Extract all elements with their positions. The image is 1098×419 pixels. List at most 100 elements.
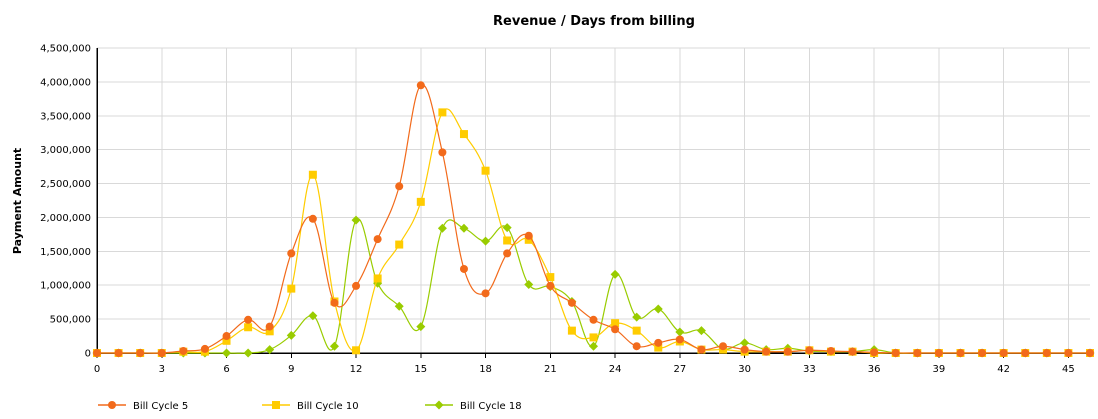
data-point[interactable] xyxy=(351,215,361,225)
data-point[interactable] xyxy=(675,327,685,337)
data-point[interactable] xyxy=(1064,349,1073,357)
data-point[interactable] xyxy=(179,346,188,355)
data-point[interactable] xyxy=(891,349,900,357)
data-point[interactable] xyxy=(308,214,317,223)
x-tick-label: 33 xyxy=(803,364,816,375)
data-point[interactable] xyxy=(589,341,598,351)
series-line xyxy=(97,218,1090,354)
data-point[interactable] xyxy=(244,323,253,332)
data-point[interactable] xyxy=(459,223,469,233)
data-point[interactable] xyxy=(395,240,404,249)
data-point[interactable] xyxy=(524,231,533,240)
axes xyxy=(96,48,1090,358)
data-point[interactable] xyxy=(287,284,296,293)
data-point[interactable] xyxy=(567,326,576,335)
data-point[interactable] xyxy=(805,346,814,355)
data-point[interactable] xyxy=(696,326,706,336)
data-point[interactable] xyxy=(762,347,771,356)
data-point[interactable] xyxy=(546,281,555,290)
data-point[interactable] xyxy=(632,326,641,335)
data-point[interactable] xyxy=(546,273,555,282)
data-point[interactable] xyxy=(611,325,620,334)
data-point[interactable] xyxy=(934,349,943,357)
data-point[interactable] xyxy=(416,322,426,332)
data-point[interactable] xyxy=(956,349,965,357)
data-point[interactable] xyxy=(437,223,447,233)
legend-marker xyxy=(434,400,444,410)
data-point[interactable] xyxy=(93,349,101,357)
data-point[interactable] xyxy=(481,289,490,298)
data-point[interactable] xyxy=(308,311,318,321)
grid xyxy=(96,47,1090,353)
data-point[interactable] xyxy=(330,298,339,307)
data-point[interactable] xyxy=(783,347,792,356)
data-point[interactable] xyxy=(438,108,447,117)
data-point[interactable] xyxy=(740,345,749,354)
data-point[interactable] xyxy=(265,345,275,355)
data-point[interactable] xyxy=(1042,349,1051,357)
data-point[interactable] xyxy=(286,330,296,340)
data-point[interactable] xyxy=(1086,349,1094,357)
data-point[interactable] xyxy=(848,347,857,356)
data-point[interactable] xyxy=(222,348,232,358)
legend-item[interactable]: Bill Cycle 18 xyxy=(425,400,522,413)
data-point[interactable] xyxy=(287,249,296,258)
data-point[interactable] xyxy=(394,301,404,311)
data-point[interactable] xyxy=(329,341,339,351)
data-point[interactable] xyxy=(373,235,382,244)
data-point[interactable] xyxy=(136,349,145,357)
data-point[interactable] xyxy=(459,264,468,273)
legend-item[interactable]: Bill Cycle 10 xyxy=(262,401,359,412)
data-point[interactable] xyxy=(653,304,663,314)
data-point[interactable] xyxy=(1021,349,1030,357)
y-axis-label: Payment Amount xyxy=(11,148,24,254)
data-point[interactable] xyxy=(567,298,576,307)
data-point[interactable] xyxy=(395,182,404,191)
data-point[interactable] xyxy=(654,338,663,347)
data-point[interactable] xyxy=(719,342,728,351)
legend-item[interactable]: Bill Cycle 5 xyxy=(98,401,188,412)
data-point[interactable] xyxy=(502,223,512,233)
data-point[interactable] xyxy=(999,349,1008,357)
legend: Bill Cycle 5 Bill Cycle 10 Bill Cycle 18 xyxy=(98,400,522,413)
y-tick-label: 1,500,000 xyxy=(40,247,91,258)
data-point[interactable] xyxy=(740,338,750,348)
data-point[interactable] xyxy=(589,315,598,324)
data-point[interactable] xyxy=(654,343,663,352)
data-point[interactable] xyxy=(352,281,361,290)
data-point[interactable] xyxy=(913,349,922,357)
data-point[interactable] xyxy=(200,344,209,353)
data-point[interactable] xyxy=(265,327,274,336)
data-point[interactable] xyxy=(222,336,231,345)
data-point[interactable] xyxy=(373,274,382,283)
data-point[interactable] xyxy=(481,166,490,175)
data-point[interactable] xyxy=(459,130,468,139)
data-point[interactable] xyxy=(503,249,512,258)
data-point[interactable] xyxy=(826,346,835,355)
data-point[interactable] xyxy=(416,81,425,90)
data-point[interactable] xyxy=(481,236,491,246)
data-point[interactable] xyxy=(610,269,620,279)
data-point[interactable] xyxy=(265,322,274,331)
data-point[interactable] xyxy=(675,335,684,344)
data-point[interactable] xyxy=(244,315,253,324)
data-point[interactable] xyxy=(632,312,642,322)
data-point[interactable] xyxy=(416,197,425,206)
data-point[interactable] xyxy=(157,349,166,357)
data-point[interactable] xyxy=(978,349,987,357)
data-point[interactable] xyxy=(632,342,641,351)
data-point[interactable] xyxy=(524,280,534,290)
data-point[interactable] xyxy=(611,319,620,328)
data-point[interactable] xyxy=(114,349,123,357)
data-point[interactable] xyxy=(222,332,231,341)
data-point[interactable] xyxy=(243,348,253,358)
data-point[interactable] xyxy=(503,236,512,245)
data-point[interactable] xyxy=(308,170,317,179)
data-point[interactable] xyxy=(438,148,447,157)
data-point[interactable] xyxy=(870,348,879,357)
data-point[interactable] xyxy=(697,345,706,354)
data-point[interactable] xyxy=(352,346,361,355)
x-tick-label: 36 xyxy=(868,364,881,375)
data-point[interactable] xyxy=(589,333,598,342)
data-point[interactable] xyxy=(524,235,533,244)
